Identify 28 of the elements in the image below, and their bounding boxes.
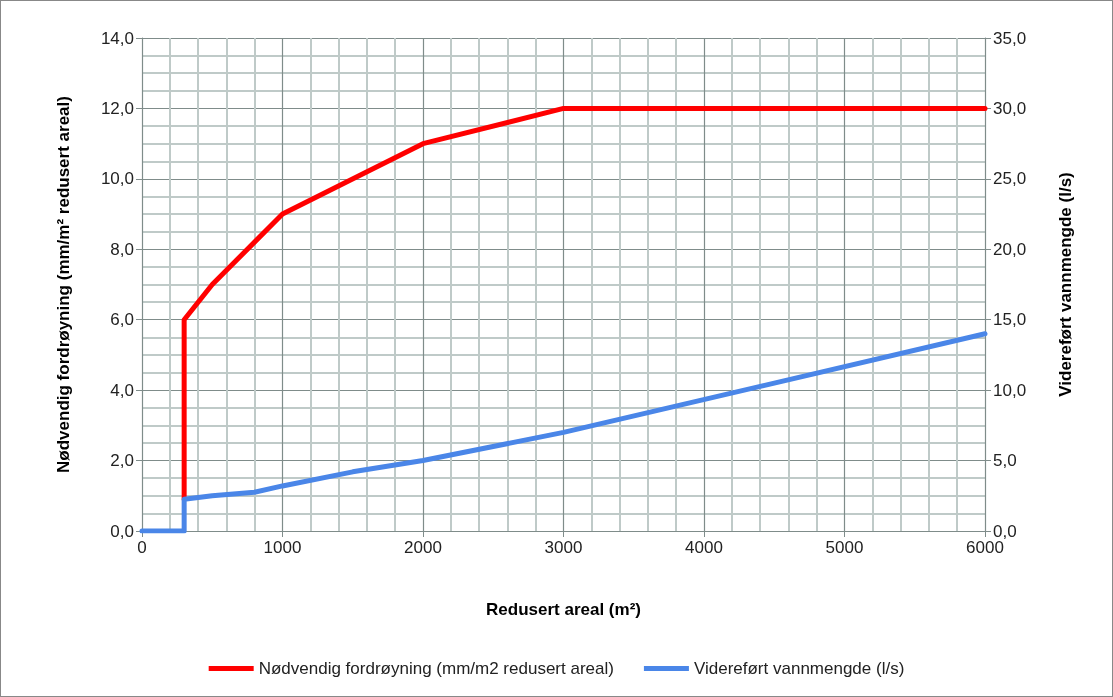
y-tick-label: 14,0 (100, 28, 134, 48)
x-tick-label: 2000 (404, 538, 442, 557)
y2-axis-title: Videreført vannmengde (l/s) (1056, 172, 1075, 397)
x-tick-label: 4000 (685, 538, 723, 557)
y2-tick-label: 5,0 (993, 451, 1017, 471)
x-tick-label: 3000 (544, 538, 583, 557)
y2-tick-label: 10,0 (993, 380, 1027, 400)
y-tick-label: 0,0 (110, 521, 134, 541)
x-axis-title: Redusert areal (m²) (486, 600, 641, 619)
y-tick-label: 8,0 (110, 239, 134, 259)
y2-tick-label: 0,0 (993, 521, 1017, 541)
x-tick-label: 1000 (263, 538, 302, 557)
y2-tick-label: 30,0 (993, 98, 1027, 118)
y-tick-label: 10,0 (100, 169, 134, 189)
x-tick-label: 6000 (966, 538, 1004, 557)
y2-tick-label: 20,0 (993, 239, 1027, 259)
y-tick-label: 12,0 (100, 98, 134, 118)
y-tick-label: 4,0 (110, 380, 134, 400)
x-tick-label: 5000 (825, 538, 864, 557)
y-axis-title: Nødvendig fordrøyning (mm/m² redusert areal) (54, 96, 73, 473)
y-tick-label: 6,0 (110, 310, 134, 330)
legend-label: Nødvendig fordrøyning (mm/m2 redusert areal) (258, 659, 614, 678)
y2-tick-label: 35,0 (993, 28, 1027, 48)
y-tick-label: 2,0 (110, 451, 134, 471)
x-tick-label: 0 (137, 538, 147, 557)
legend-label: Videreført vannmengde (l/s) (693, 659, 905, 678)
y2-tick-label: 15,0 (993, 310, 1027, 330)
y2-tick-label: 25,0 (993, 169, 1027, 189)
